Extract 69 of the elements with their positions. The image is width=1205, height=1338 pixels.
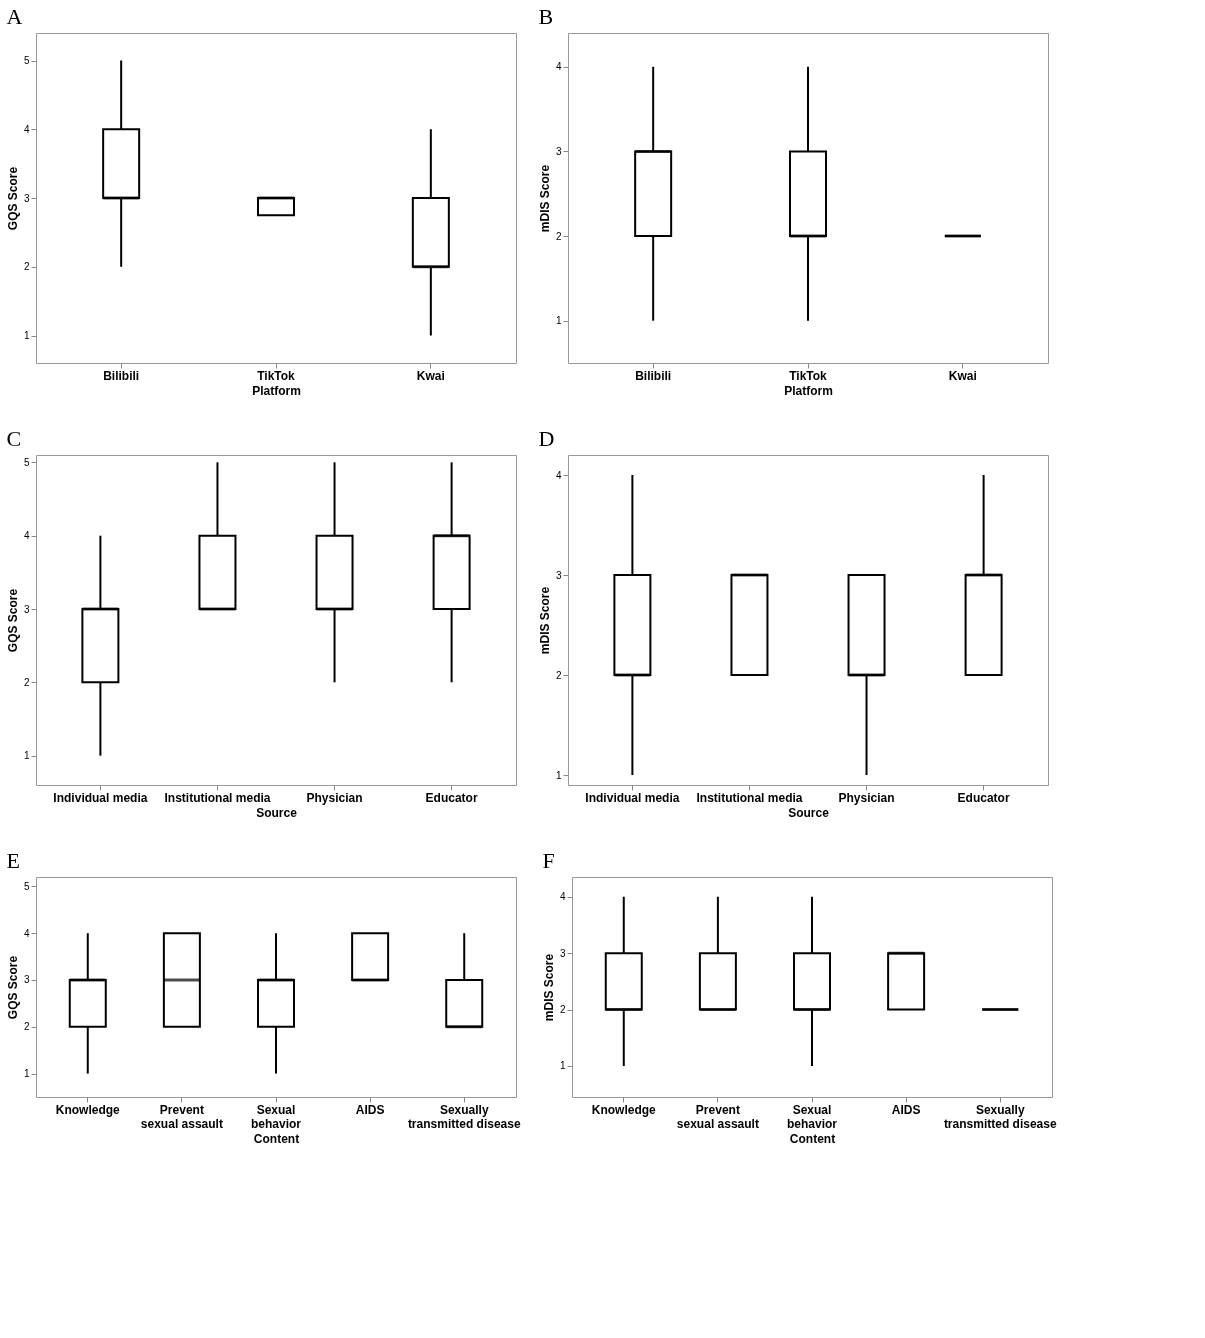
chart-title: A — [6, 4, 23, 29]
x-tick-label: Physician — [306, 790, 363, 805]
x-tick-label: TikTok — [257, 368, 296, 383]
y-tick-label: 1 — [555, 769, 562, 781]
x-tick-label: Bilibili — [635, 368, 672, 383]
y-tick-label: 1 — [559, 1060, 566, 1072]
y-axis-title: mDIS Score — [541, 953, 556, 1022]
x-tick-label: Physician — [838, 790, 895, 805]
y-tick-label: 1 — [23, 330, 30, 341]
chart-title: F — [542, 848, 555, 873]
y-tick-label: 2 — [555, 669, 562, 681]
x-tick-label: Prevent sexual assault — [676, 1102, 759, 1131]
y-axis-title: GQS Score — [5, 588, 20, 653]
chart-title: E — [6, 848, 20, 873]
y-tick-label: 3 — [555, 145, 562, 157]
y-tick-label: 4 — [555, 469, 562, 481]
y-tick-label: 3 — [555, 569, 562, 581]
x-axis-title: Content — [789, 1131, 836, 1146]
x-axis-title: Platform — [784, 383, 833, 398]
x-tick-label: Knowledge — [591, 1102, 657, 1117]
y-axis-title: GQS Score — [5, 955, 20, 1020]
x-tick-label: AIDS — [891, 1102, 921, 1117]
y-tick-label: 4 — [555, 61, 562, 73]
x-tick-label: Individual media — [53, 790, 148, 805]
y-tick-label: 4 — [559, 891, 566, 903]
y-tick-label: 3 — [23, 603, 30, 615]
x-tick-label: Bilibili — [103, 368, 140, 383]
y-tick-label: 5 — [23, 880, 30, 892]
x-tick-label: Knowledge — [55, 1102, 121, 1117]
y-tick-label: 2 — [555, 230, 562, 242]
x-tick-label: Institutional media — [696, 790, 803, 805]
y-axis-title: mDIS Score — [537, 164, 552, 233]
x-tick-label: Educator — [957, 790, 1010, 805]
x-tick-label: Sexually transmitted disease — [943, 1102, 1057, 1131]
chart-title: C — [6, 426, 22, 451]
x-axis-title: Source — [788, 805, 830, 820]
x-tick-label: Sexual behavior — [786, 1102, 838, 1131]
x-tick-label: Sexual behavior — [250, 1102, 302, 1131]
chart-title: B — [538, 4, 554, 29]
y-tick-label: 5 — [23, 456, 30, 468]
x-tick-label: TikTok — [789, 368, 828, 383]
x-tick-label: Sexually transmitted disease — [407, 1102, 521, 1131]
y-tick-label: 4 — [23, 927, 30, 939]
y-tick-label: 4 — [23, 530, 30, 542]
chart-title: D — [538, 426, 555, 451]
y-tick-label: 2 — [23, 261, 30, 273]
x-tick-label: AIDS — [355, 1102, 385, 1117]
x-tick-label: Individual media — [585, 790, 680, 805]
x-axis-title: Content — [253, 1131, 300, 1146]
y-tick-label: 3 — [23, 974, 30, 986]
y-tick-label: 4 — [23, 123, 30, 135]
x-axis-title: Source — [256, 805, 298, 820]
x-tick-label: Educator — [425, 790, 478, 805]
y-tick-label: 3 — [23, 192, 30, 204]
y-tick-label: 5 — [23, 55, 30, 66]
x-axis-title: Platform — [252, 383, 301, 398]
x-tick-label: Kwai — [948, 368, 977, 383]
x-tick-label: Prevent sexual assault — [140, 1102, 223, 1131]
x-tick-label: Institutional media — [164, 790, 271, 805]
x-tick-label: Kwai — [416, 368, 445, 383]
y-tick-label: 3 — [559, 947, 566, 959]
y-tick-label: 2 — [23, 676, 30, 688]
y-tick-label: 1 — [23, 1068, 30, 1080]
y-tick-label: 1 — [23, 750, 30, 762]
y-axis-title: mDIS Score — [537, 586, 552, 655]
y-tick-label: 1 — [555, 315, 562, 327]
y-axis-title: GQS Score — [5, 166, 20, 231]
y-tick-label: 2 — [23, 1021, 30, 1033]
y-tick-label: 2 — [559, 1004, 566, 1016]
